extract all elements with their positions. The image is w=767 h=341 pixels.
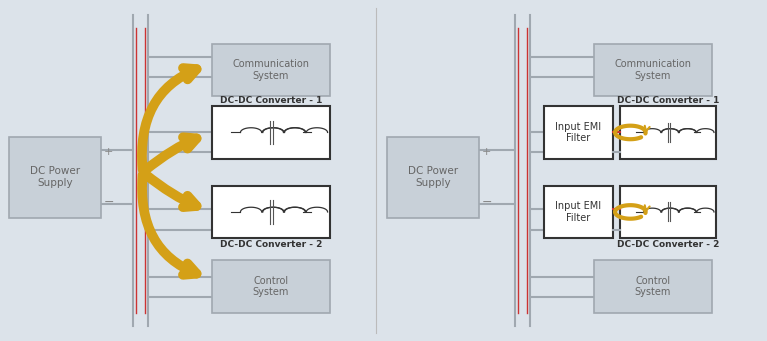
Text: −: − — [482, 196, 492, 209]
FancyBboxPatch shape — [9, 137, 100, 218]
Text: DC Power
Supply: DC Power Supply — [408, 166, 458, 188]
FancyBboxPatch shape — [621, 186, 716, 238]
FancyBboxPatch shape — [544, 106, 613, 159]
Text: −: − — [104, 196, 114, 209]
Text: DC Power
Supply: DC Power Supply — [30, 166, 80, 188]
FancyBboxPatch shape — [212, 44, 330, 96]
Text: DC-DC Converter - 1: DC-DC Converter - 1 — [219, 95, 322, 105]
FancyBboxPatch shape — [212, 106, 330, 159]
FancyBboxPatch shape — [594, 44, 712, 96]
FancyBboxPatch shape — [621, 106, 716, 159]
Text: Input EMI
Filter: Input EMI Filter — [555, 122, 601, 143]
Text: DC-DC Converter - 2: DC-DC Converter - 2 — [219, 240, 322, 249]
Text: +: + — [104, 147, 114, 157]
Text: DC-DC Converter - 2: DC-DC Converter - 2 — [617, 240, 719, 249]
FancyBboxPatch shape — [387, 137, 479, 218]
Text: +: + — [482, 147, 492, 157]
Text: Communication
System: Communication System — [614, 59, 691, 81]
Text: DC-DC Converter - 1: DC-DC Converter - 1 — [617, 95, 719, 105]
FancyBboxPatch shape — [212, 186, 330, 238]
Text: Control
System: Control System — [635, 276, 671, 297]
Text: Control
System: Control System — [252, 276, 289, 297]
FancyBboxPatch shape — [594, 260, 712, 313]
FancyBboxPatch shape — [212, 260, 330, 313]
FancyBboxPatch shape — [544, 186, 613, 238]
Text: Input EMI
Filter: Input EMI Filter — [555, 201, 601, 223]
Text: Communication
System: Communication System — [232, 59, 309, 81]
